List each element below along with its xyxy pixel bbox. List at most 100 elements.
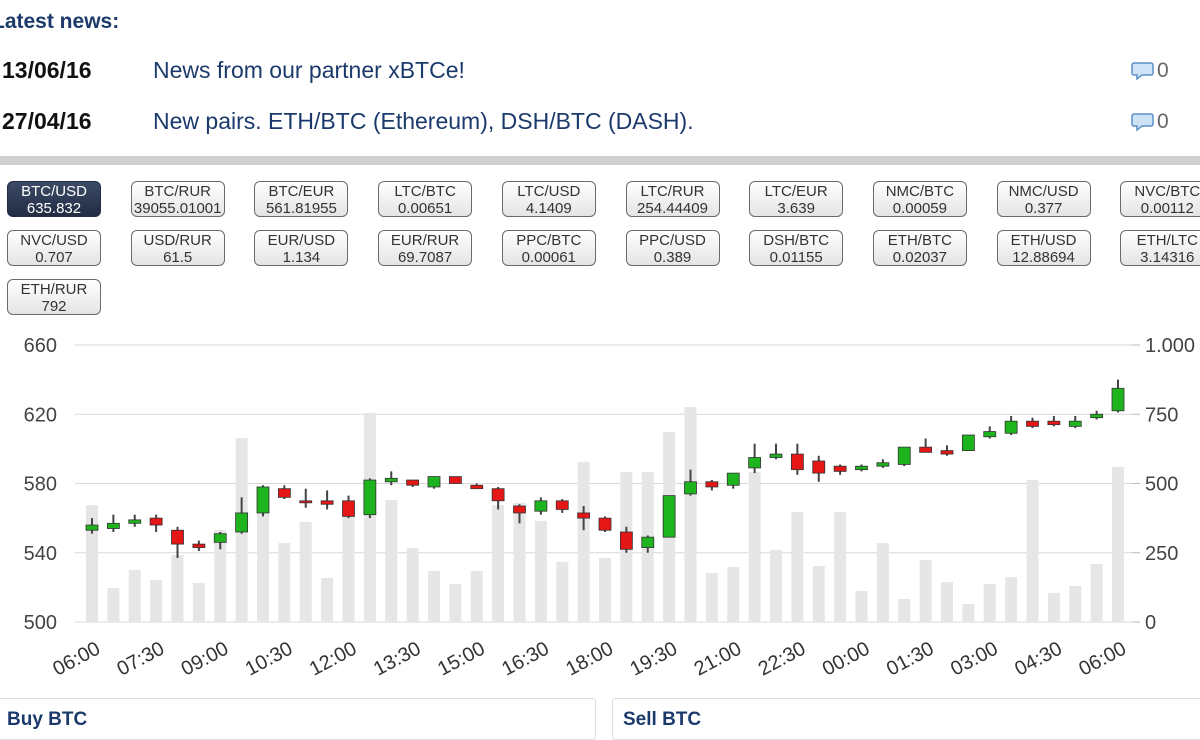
volume-bar	[385, 500, 398, 622]
x-tick-label: 01:30	[883, 638, 938, 681]
pair-price: 39055.01001	[133, 200, 222, 217]
pair-price: 69.7087	[397, 249, 453, 266]
pair-button[interactable]: BTC/USD 635.832	[7, 181, 101, 217]
candle-body	[641, 536, 655, 548]
candle-body	[513, 505, 526, 514]
pair-button[interactable]: ETH/LTC 3.14316	[1120, 230, 1200, 266]
pair-button[interactable]: LTC/USD 4.1409	[501, 181, 596, 217]
pair-name: ETH/LTC	[1136, 232, 1198, 249]
pair-button[interactable]: NVC/BTC 0.00112	[1120, 181, 1200, 217]
pair-button[interactable]: BTC/EUR 561.81955	[254, 181, 349, 217]
candle-body	[577, 512, 591, 519]
pair-button[interactable]: DSH/BTC 0.01155	[749, 230, 844, 266]
comment-count: 0	[1157, 59, 1169, 82]
y2-tick-label: 750	[1145, 404, 1178, 426]
pair-button[interactable]: PPC/BTC 0.00061	[501, 230, 596, 266]
news-title[interactable]: New pairs. ETH/BTC (Ethereum), DSH/BTC (…	[153, 108, 694, 134]
volume-bar	[834, 512, 847, 622]
pair-button[interactable]: NMC/BTC 0.00059	[872, 181, 967, 217]
pair-name: BTC/EUR	[268, 183, 335, 200]
volume-bar	[791, 512, 804, 622]
pair-price: 635.832	[26, 200, 82, 217]
comment-count: 0	[1157, 110, 1169, 133]
volume-bar	[1069, 585, 1082, 622]
candle-body	[363, 479, 377, 516]
x-tick-label: 12:00	[306, 638, 361, 681]
candle-body	[277, 488, 291, 498]
volume-bar	[406, 548, 419, 622]
candle-body	[448, 476, 462, 484]
volume-bar	[513, 502, 526, 622]
x-tick-label: 21:00	[691, 638, 746, 681]
pair-name: NMC/USD	[1008, 183, 1079, 200]
volume-bar	[299, 522, 312, 622]
news-title[interactable]: News from our partner xBTCe!	[153, 57, 465, 83]
pair-button[interactable]: BTC/RUR 39055.01001	[130, 181, 225, 217]
pair-name: LTC/BTC	[394, 183, 456, 200]
y2-tick-label: 500	[1145, 474, 1178, 496]
candle-body	[897, 446, 911, 465]
news-heading: Latest news:	[0, 10, 120, 33]
pair-button[interactable]: ETH/BTC 0.02037	[872, 230, 967, 266]
candle-body	[748, 457, 762, 469]
candle-body	[406, 479, 420, 486]
volume-bar	[855, 590, 868, 622]
pair-button[interactable]: PPC/USD 0.389	[625, 230, 720, 266]
x-tick-label: 00:00	[819, 638, 874, 681]
y2-tick-label: 0	[1145, 612, 1156, 634]
page: {"header": {"title": "Latest news:"}, "n…	[0, 10, 1200, 740]
comment-icon[interactable]	[1131, 60, 1155, 82]
x-tick-label: 18:00	[562, 638, 617, 681]
candle-body	[876, 462, 890, 467]
candle-body	[855, 465, 868, 471]
pair-price: 3.639	[777, 200, 815, 217]
pair-button[interactable]: EUR/RUR 69.7087	[378, 230, 473, 266]
pair-button[interactable]: LTC/BTC 0.00651	[378, 181, 473, 217]
candle-body	[235, 512, 249, 533]
pair-button[interactable]: LTC/RUR 254.44409	[625, 181, 720, 217]
pair-price: 0.00651	[397, 200, 453, 217]
volume-bar	[192, 582, 205, 622]
candle-body	[149, 517, 163, 526]
candle-body	[833, 465, 847, 472]
candle-body	[769, 453, 783, 458]
x-tick-label: 07:30	[114, 638, 169, 681]
pair-name: EUR/USD	[267, 232, 336, 249]
pair-price: 792	[41, 298, 67, 315]
volume-bar	[876, 543, 889, 622]
volume-bar	[128, 569, 141, 622]
x-tick-label: 06:00	[1075, 638, 1130, 681]
volume-bar	[214, 530, 227, 622]
pair-name: NVC/USD	[20, 232, 88, 249]
sell-panel: Sell BTC	[612, 698, 1200, 740]
news-date: 13/06/16	[2, 57, 92, 83]
volume-bar	[1047, 592, 1060, 622]
candle-body	[128, 519, 142, 524]
pair-name: NVC/BTC	[1134, 183, 1200, 200]
candle-body	[662, 495, 676, 538]
pair-button[interactable]: NMC/USD 0.377	[996, 181, 1091, 217]
pair-button[interactable]: ETH/RUR 792	[7, 279, 101, 315]
volume-bar	[748, 471, 761, 622]
comment-icon[interactable]	[1131, 111, 1155, 133]
pair-name: LTC/USD	[517, 183, 581, 200]
pair-price: 1.134	[282, 249, 321, 266]
candle-body	[427, 476, 441, 488]
pair-button[interactable]: ETH/USD 12.88694	[996, 230, 1091, 266]
volume-bar	[428, 571, 440, 622]
volume-bar	[492, 505, 505, 622]
pair-price: 254.44409	[637, 200, 708, 217]
volume-bar	[1026, 479, 1039, 622]
pair-name: LTC/EUR	[764, 183, 828, 200]
volume-bar	[150, 579, 163, 622]
y-tick-label: 540	[24, 543, 57, 565]
pair-button[interactable]: NVC/USD 0.707	[7, 230, 101, 266]
candle-body	[213, 533, 227, 543]
pair-button[interactable]: USD/RUR 61.5	[130, 230, 225, 266]
pair-button[interactable]: EUR/USD 1.134	[254, 230, 349, 266]
volume-bar	[898, 599, 911, 622]
candle-body	[598, 517, 612, 531]
pair-button[interactable]: LTC/EUR 3.639	[749, 181, 844, 217]
volume-bar	[812, 566, 825, 622]
